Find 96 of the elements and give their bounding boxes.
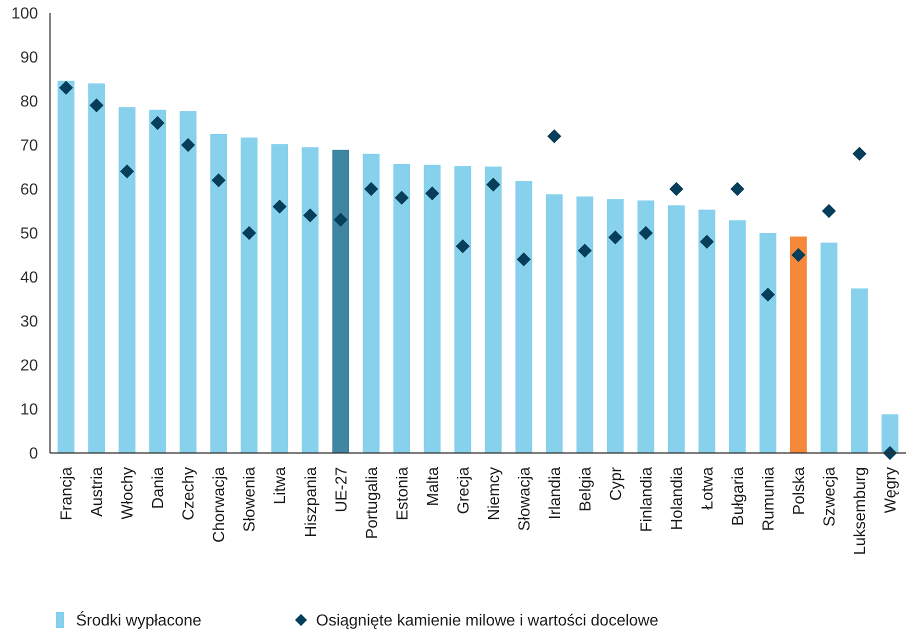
x-tick-label: Czechy (180, 467, 198, 520)
x-tick-label: Niemcy (486, 467, 503, 520)
y-tick-label: 100 (11, 6, 38, 23)
bar (362, 154, 380, 453)
bar (637, 200, 654, 453)
bar (729, 220, 746, 453)
point (638, 226, 653, 240)
bar (698, 210, 716, 453)
x-tick-label: Litwa (272, 466, 290, 504)
y-tick-label: 0 (29, 446, 38, 463)
point (59, 80, 74, 95)
legend-label: Osiągnięte kamienie milowe i wartości docelowe (316, 612, 658, 630)
x-tick-label: Słowenia (242, 466, 259, 532)
y-tick-label: 90 (20, 50, 38, 67)
y-tick-label: 70 (20, 138, 38, 155)
x-tick-label: Francja (58, 466, 76, 520)
y-tick-label: 60 (20, 182, 38, 199)
point (425, 186, 440, 200)
bar (576, 196, 594, 453)
bar (58, 80, 74, 453)
x-tick-label: Cypr (608, 466, 625, 501)
point (242, 226, 256, 240)
bar (668, 205, 685, 453)
x-tick-label: Włochy (120, 467, 137, 520)
point (456, 239, 470, 254)
x-tick-label: Belgia (577, 466, 594, 512)
x-tick-label: Portugalia (364, 466, 381, 540)
x-tick-label: Łotwa (699, 466, 716, 510)
point (516, 252, 531, 266)
x-tick-label: Hiszpania (302, 466, 320, 538)
point (120, 164, 134, 178)
point (212, 173, 226, 188)
y-tick-label: 20 (20, 358, 38, 375)
x-tick-label: Bułgaria (730, 466, 747, 526)
point (760, 288, 775, 302)
y-tick-label: 40 (20, 270, 38, 287)
point (578, 244, 592, 258)
x-tick-label: Polska (791, 466, 808, 516)
point (181, 138, 196, 152)
x-tick-label: Irlandia (546, 466, 564, 520)
y-tick-label: 50 (20, 226, 38, 243)
point (364, 182, 378, 196)
x-tick-label: Dania (150, 466, 168, 509)
point (730, 182, 744, 196)
bar (332, 150, 350, 453)
point (150, 116, 165, 130)
x-tick-label: Holandia (668, 466, 686, 530)
point (822, 204, 836, 218)
bar (546, 194, 563, 453)
point (547, 129, 562, 144)
bar (484, 166, 502, 453)
bar (240, 138, 258, 453)
point (272, 200, 287, 214)
bar (515, 181, 532, 453)
bar (302, 147, 319, 453)
point (303, 208, 318, 222)
bar (760, 233, 776, 453)
x-tick-label: Węgry (882, 467, 900, 514)
y-tick-label: 10 (20, 402, 38, 419)
bar (606, 199, 624, 453)
bar (790, 236, 807, 453)
x-tick-label: Luksemburg (852, 467, 870, 556)
x-tick-label: Finlandia (638, 466, 656, 532)
x-tick-label: Rumunia (760, 466, 778, 532)
x-tick-label: Austria (89, 466, 106, 517)
point (394, 190, 409, 205)
x-tick-label: UE-27 (333, 466, 350, 512)
bar (271, 144, 288, 453)
point (791, 248, 806, 262)
point (608, 230, 622, 244)
bar (820, 242, 838, 453)
bar (393, 164, 410, 453)
bar (149, 110, 166, 453)
x-tick-label: Grecja (455, 466, 472, 514)
x-tick-label: Chorwacja (211, 466, 228, 543)
legend-label: Środki wypłacone (76, 610, 202, 630)
bar (180, 111, 196, 453)
y-tick-label: 30 (20, 314, 38, 331)
point (90, 98, 104, 112)
x-tick-label: Estonia (394, 466, 412, 520)
point (700, 234, 714, 249)
x-tick-label: Szwecja (822, 466, 839, 527)
x-tick-label: Malta (424, 466, 442, 506)
point (669, 182, 684, 196)
x-tick-label: Słowacja (516, 466, 534, 532)
bar (88, 83, 105, 453)
point (334, 212, 348, 227)
bar (424, 164, 441, 453)
y-tick-label: 80 (20, 94, 38, 111)
point (486, 178, 500, 192)
point (852, 146, 866, 161)
bar (118, 107, 136, 453)
bar (851, 288, 868, 453)
bar (454, 166, 472, 453)
bar (210, 134, 227, 453)
bar (882, 414, 898, 453)
